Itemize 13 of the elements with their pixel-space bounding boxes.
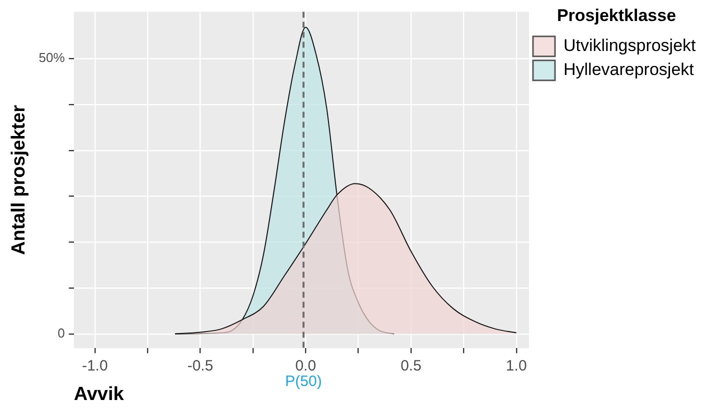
legend-label: Hyllevareprosjekt: [564, 60, 694, 80]
y-axis-title: Antall prosjekter: [8, 104, 30, 255]
x-tick-label: 0.0: [295, 357, 316, 374]
y-tick-label: 0: [58, 325, 65, 340]
legend-title: Prosjektklasse: [556, 6, 676, 26]
x-tick-label: -0.5: [187, 357, 214, 374]
ref-line-label: P(50): [285, 372, 322, 390]
x-tick-label: 0.5: [400, 357, 422, 374]
x-axis-title: Avvik: [74, 384, 124, 405]
x-tick-label: -1.0: [82, 357, 108, 374]
legend-label: Utviklingsprosjekt: [564, 36, 696, 56]
y-tick-label: 50%: [38, 50, 66, 66]
x-tick-label: 1.0: [506, 357, 527, 374]
